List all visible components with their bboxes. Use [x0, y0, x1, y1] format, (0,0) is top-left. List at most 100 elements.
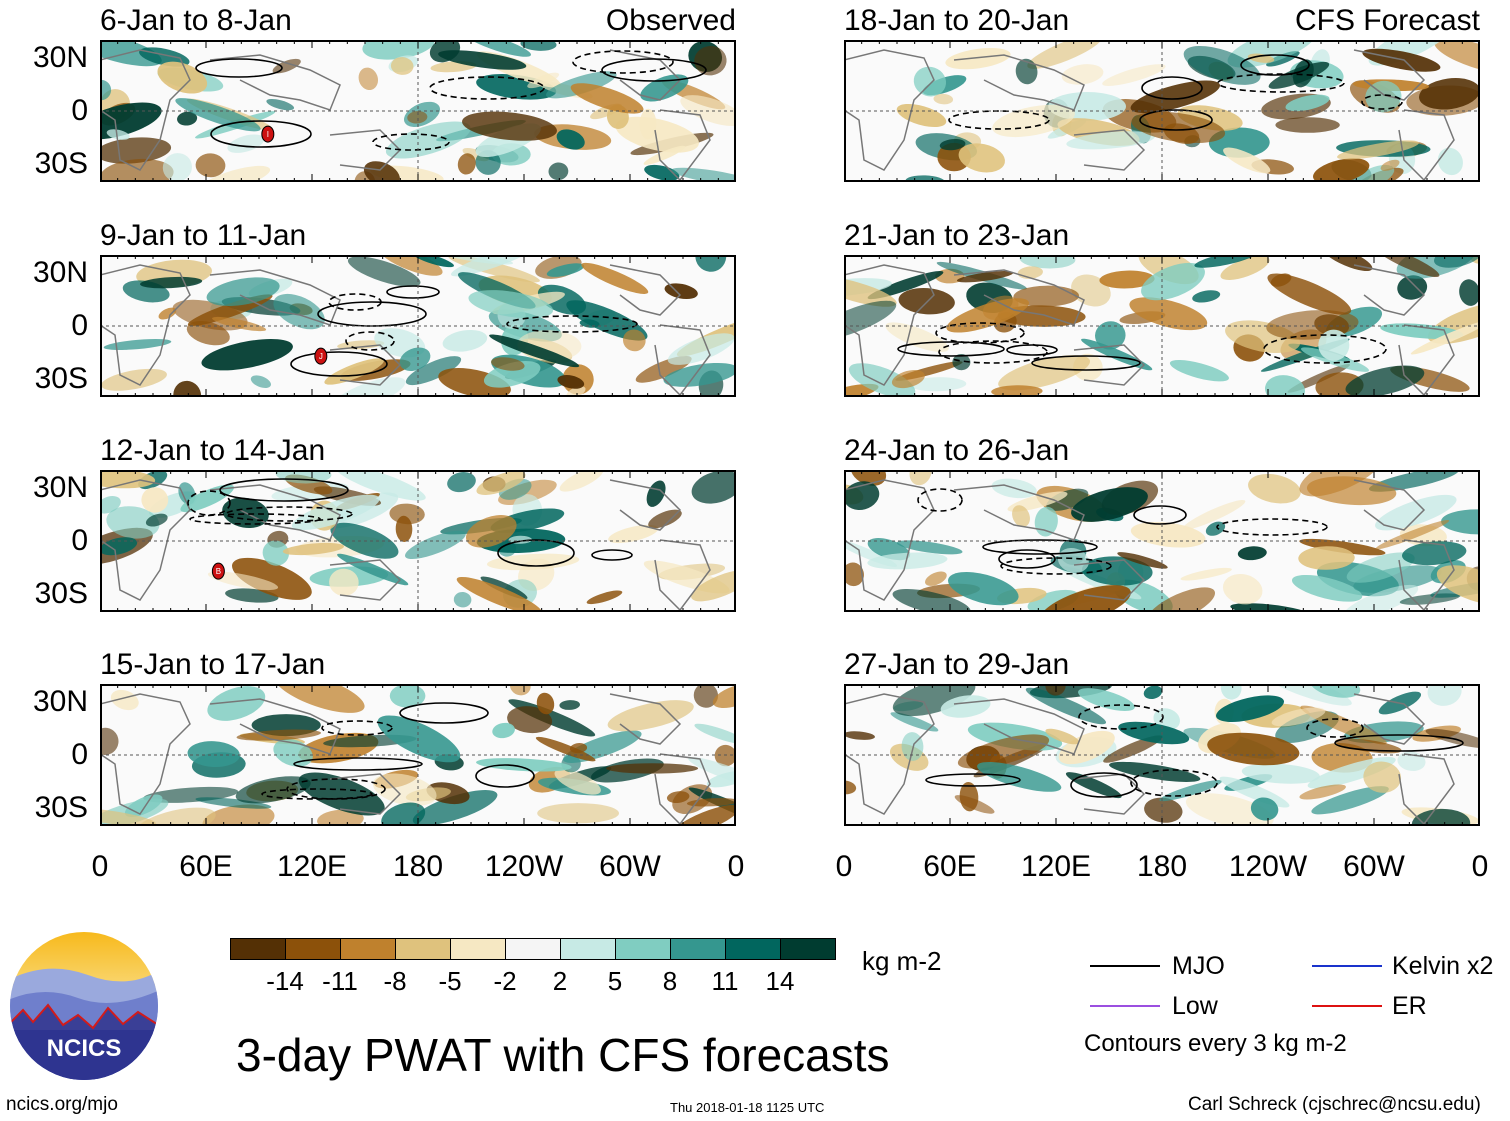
pwat-anomaly-patch [1180, 567, 1232, 581]
pwat-map [844, 684, 1480, 826]
pwat-anomaly-patch [1027, 42, 1103, 69]
storm-marker-letter: I [267, 130, 269, 139]
pwat-anomaly-patch [492, 722, 515, 739]
pwat-anomaly-patch [933, 93, 954, 105]
legend-label-er: ER [1392, 992, 1427, 1020]
panel-title: 27-Jan to 29-Jan [844, 648, 1070, 681]
pwat-anomaly-patch [381, 802, 426, 824]
pwat-anomaly-patch [1219, 776, 1290, 808]
coastline [1398, 753, 1455, 824]
colorbar-swatch [725, 938, 781, 960]
pwat-anomaly-patch [1313, 158, 1370, 180]
footer-url[interactable]: ncics.org/mjo [6, 1094, 118, 1115]
pwat-map [844, 470, 1480, 612]
mjo-contour [1000, 557, 1112, 575]
pwat-anomaly-patch [648, 509, 682, 529]
pwat-anomaly-patch [1082, 556, 1153, 586]
mjo-contour [938, 340, 1048, 364]
pwat-anomaly-patch [644, 164, 680, 180]
pwat-anomaly-patch [1223, 147, 1271, 174]
pwat-anomaly-patch [1220, 257, 1270, 280]
lat-label: 0 [71, 309, 88, 342]
tick-marks [117, 42, 719, 180]
pwat-anomaly-patch [1351, 164, 1395, 180]
pwat-anomaly-patch [1103, 735, 1163, 763]
colorbar-swatch [670, 938, 726, 960]
coastline [1073, 773, 1146, 815]
pwat-anomaly-patch [102, 102, 162, 140]
pwat-anomaly-patch [1459, 279, 1478, 306]
pwat-anomaly-patch [646, 480, 666, 507]
pwat-anomaly-patch [554, 769, 601, 795]
lon-label: 60E [179, 850, 233, 883]
mjo-contour [897, 341, 1005, 357]
map-panel: 15-Jan to 17-Jan 30N 0 30S [33, 648, 736, 826]
pwat-anomaly-patch [282, 542, 344, 556]
pwat-anomaly-patch [640, 74, 689, 102]
pwat-anomaly-patch [372, 773, 437, 806]
pwat-anomaly-patch [1363, 761, 1402, 793]
coastline [209, 698, 341, 755]
pwat-anomaly-patch [622, 329, 646, 352]
pwat-anomaly-patch [905, 175, 945, 180]
colorbar-swatch [285, 938, 341, 960]
pwat-anomaly-patch [885, 322, 949, 353]
pwat-anomaly-patch [1250, 797, 1279, 821]
mjo-contour [1361, 94, 1403, 110]
coastline [209, 269, 341, 326]
pwat-anomaly-patch [570, 83, 644, 114]
pwat-anomaly-patch [566, 300, 648, 341]
pwat-anomaly-patch [1013, 285, 1079, 307]
pwat-anomaly-patch [158, 307, 177, 320]
pwat-anomaly-patch [102, 42, 162, 67]
mjo-contour [345, 331, 395, 351]
colorbar-tick-label: 5 [607, 966, 623, 996]
pwat-anomaly-patch [1309, 686, 1361, 698]
pwat-anomaly-patch [1322, 257, 1373, 272]
pwat-anomaly-patch [447, 472, 476, 493]
pwat-anomaly-patch [1441, 509, 1478, 535]
pwat-anomaly-patch [1380, 323, 1464, 340]
pwat-anomaly-patch [1425, 728, 1478, 749]
pwat-anomaly-patch [329, 568, 359, 596]
lat-label: 30N [32, 40, 88, 74]
map-panel: 27-Jan to 29-Jan [844, 648, 1480, 826]
lat-label: 30N [32, 684, 88, 718]
map-panel: 24-Jan to 26-Jan [844, 434, 1480, 612]
lat-label: 0 [71, 738, 88, 771]
pwat-anomaly-patch [694, 45, 727, 76]
pwat-anomaly-patch [266, 98, 295, 111]
lat-label: 0 [71, 524, 88, 557]
pwat-anomaly-patch [1039, 585, 1131, 610]
lon-label: 180 [392, 850, 444, 883]
lat-label: 0 [71, 94, 88, 127]
mjo-contour [1139, 109, 1213, 131]
pwat-anomaly-patch [262, 540, 289, 566]
coastline [102, 693, 191, 815]
pwat-anomaly-patch [952, 353, 971, 371]
pwat-anomaly-patch [714, 744, 734, 767]
pwat-anomaly-patch [1046, 488, 1089, 511]
pwat-anomaly-patch [102, 727, 119, 755]
pwat-anomaly-patch [1019, 257, 1076, 269]
tick-marks [861, 257, 1463, 395]
pwat-anomaly-patch [1318, 329, 1350, 361]
pwat-anomaly-patch [867, 552, 948, 570]
mjo-contour [935, 322, 1025, 344]
tick-marks [861, 472, 1463, 610]
map-panel: 12-Jan to 14-Jan B 30N 0 30S [33, 434, 736, 612]
pwat-anomaly-patch [846, 276, 897, 307]
pwat-anomaly-patch [324, 358, 384, 385]
lon-label: 0 [835, 850, 853, 883]
coastline [102, 479, 191, 601]
pwat-anomaly-patch [957, 734, 1050, 769]
tick-marks [861, 42, 1463, 180]
colorbar-swatch [340, 938, 396, 960]
pwat-anomaly-patch [273, 738, 313, 767]
mjo-contour [1133, 505, 1187, 525]
colorbar-tick-label: -5 [438, 966, 462, 996]
panel-title: 9-Jan to 11-Jan [100, 219, 307, 252]
colorbar-swatch [780, 938, 836, 960]
pwat-anomaly-patch [1045, 728, 1080, 745]
mjo-contour [372, 133, 450, 151]
